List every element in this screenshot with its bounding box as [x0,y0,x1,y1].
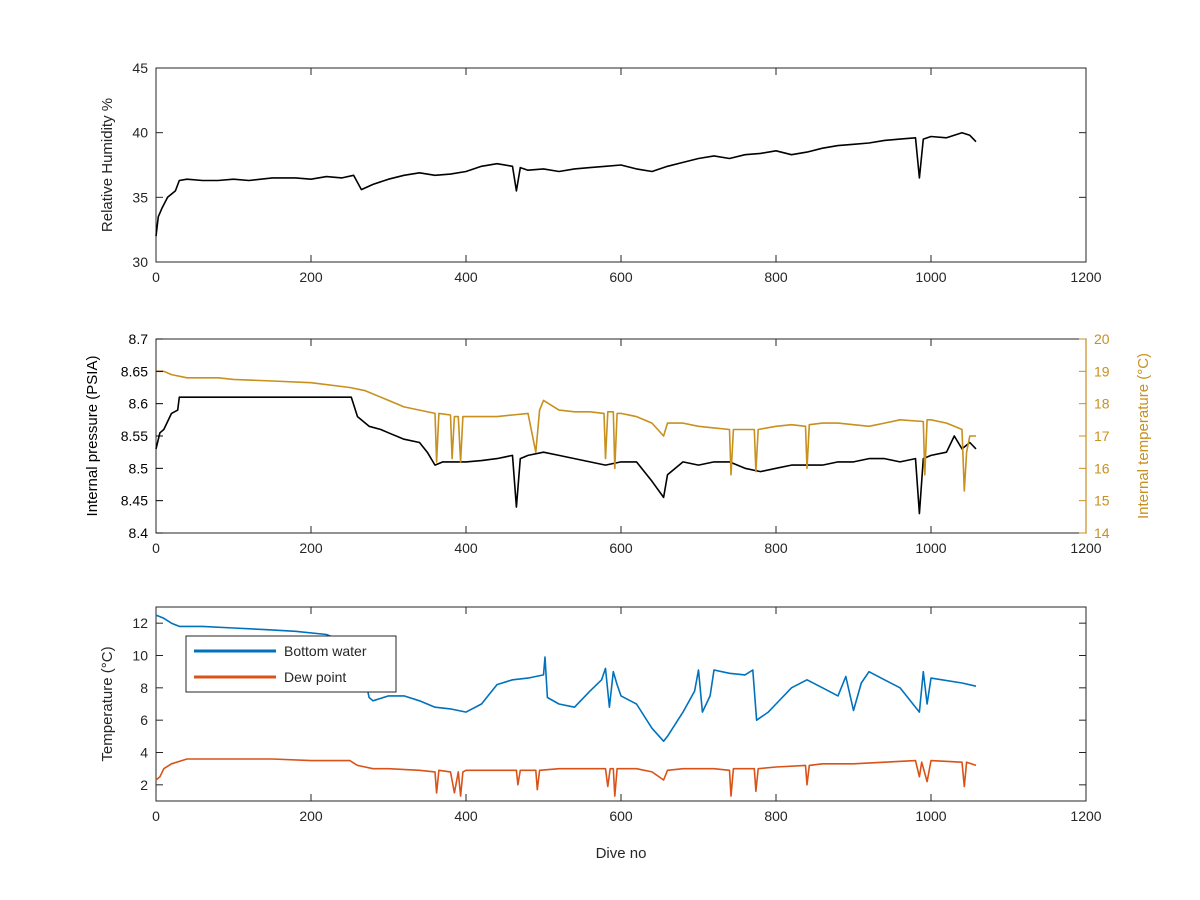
internal-temperature-y-ticks: 14 15 16 17 18 19 20 [1079,331,1110,541]
humidity-x-tick-label: 0 [152,269,160,285]
pressure-series-line [155,396,977,515]
internal-temperature-y-tick-label: 16 [1094,460,1110,476]
temperature-x-tick-label: 1000 [915,808,946,824]
pressure-x-tick-label: 200 [299,540,323,556]
pressure-y-axis-label: Internal pressure (PSIA) [84,356,101,517]
pressure-x-tick-label: 400 [454,540,478,556]
temperature-y-tick-label: 6 [140,712,148,728]
temperature-series-layer [155,614,977,797]
pressure-x-tick-label: 600 [609,540,633,556]
internal-temperature-y-tick-label: 14 [1094,525,1110,541]
pressure-plot-area [155,338,1087,534]
humidity-x-tick-label: 200 [299,269,323,285]
internal-temperature-series-line [156,370,976,492]
temperature-y-ticks: 2 4 6 8 10 12 [132,615,1086,793]
internal-temperature-y-tick-label: 17 [1094,428,1110,444]
pressure-x-tick-label: 0 [152,540,160,556]
pressure-x-tick-label: 1000 [915,540,946,556]
pressure-y-tick-label: 8.5 [129,460,149,476]
humidity-x-tick-label: 600 [609,269,633,285]
humidity-y-tick-label: 30 [132,254,148,270]
temperature-x-tick-label: 800 [764,808,788,824]
internal-temperature-y-tick-label: 19 [1094,363,1110,379]
humidity-x-tick-label: 1200 [1070,269,1101,285]
internal-temperature-y-axis-label: Internal temperature (°C) [1135,353,1152,519]
legend-box [185,635,397,693]
humidity-y-tick-label: 35 [132,189,148,205]
pressure-y-tick-label: 8.7 [129,331,149,347]
temperature-y-tick-label: 4 [140,745,148,761]
humidity-x-tick-label: 1000 [915,269,946,285]
bottom-water-series-line [155,614,977,743]
pressure-y-tick-label: 8.65 [121,363,148,379]
pressure-y-tick-label: 8.55 [121,428,148,444]
pressure-x-ticks: 0 200 400 600 800 1000 1200 [152,339,1102,556]
temperature-x-ticks: 0 200 400 600 800 1000 1200 [152,607,1102,824]
temperature-y-axis-label: Temperature (°C) [99,646,116,761]
pressure-x-tick-label: 800 [764,540,788,556]
pressure-y-tick-label: 8.6 [129,396,149,412]
pressure-series-layer [155,370,977,515]
humidity-series-layer [155,131,977,237]
temperature-x-tick-label: 0 [152,808,160,824]
x-axis-label: Dive no [596,845,647,862]
temperature-x-tick-label: 600 [609,808,633,824]
humidity-x-tick-label: 400 [454,269,478,285]
internal-temperature-y-tick-label: 20 [1094,331,1110,347]
humidity-y-tick-label: 45 [132,60,148,76]
humidity-x-tick-label: 800 [764,269,788,285]
humidity-y-axis-label: Relative Humidity % [99,98,116,232]
dew-point-series-line [155,758,977,797]
pressure-y-ticks: 8.4 8.45 8.5 8.55 8.6 8.65 8.7 [121,331,163,541]
pressure-y-tick-label: 8.45 [121,493,148,509]
temperature-x-tick-label: 400 [454,808,478,824]
humidity-series-line [155,131,977,237]
temperature-x-tick-label: 200 [299,808,323,824]
pressure-temperature-panel: 0 200 400 600 800 1000 1200 8.48.458.58.558.68… [84,331,1152,556]
pressure-x-tick-label: 1200 [1070,540,1101,556]
temperature-x-tick-label: 1200 [1070,808,1101,824]
humidity-panel: 0 200 400 600 800 1000 1200 30 35 40 45 Relative … [99,60,1102,285]
temperature-y-tick-label: 10 [132,648,148,664]
legend: Bottom water Dew point [185,635,397,693]
temperature-y-tick-label: 2 [140,777,148,793]
legend-label-bottom-water: Bottom water [284,643,367,659]
temperature-y-tick-label: 12 [132,615,148,631]
pressure-y-tick-label: 8.4 [129,525,149,541]
humidity-x-ticks: 0 200 400 600 800 1000 1200 [152,68,1102,285]
humidity-y-tick-label: 40 [132,125,148,141]
temperature-y-tick-label: 8 [140,680,148,696]
legend-label-dew-point: Dew point [284,669,346,685]
internal-temperature-y-tick-label: 15 [1094,493,1110,509]
internal-temperature-y-tick-label: 18 [1094,396,1110,412]
temperature-panel: 0 200 400 600 800 1000 1200 2 4 6 8 10 12 Temperatu… [99,606,1102,862]
humidity-y-ticks: 30 35 40 45 [132,60,1086,270]
